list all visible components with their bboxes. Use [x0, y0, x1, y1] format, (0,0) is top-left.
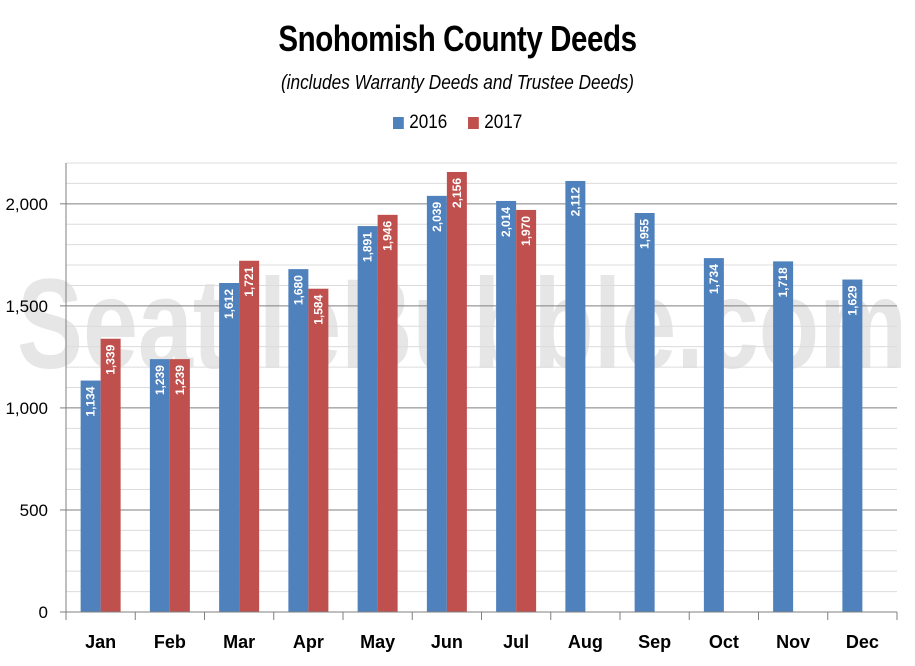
data-label-2017-jan: 1,339 — [104, 344, 118, 374]
chart-subtitle: (includes Warranty Deeds and Trustee Dee… — [280, 72, 635, 94]
bar-2016-aug — [565, 180, 586, 612]
x-tick-label: Nov — [776, 632, 810, 652]
data-label-2017-mar: 1,721 — [242, 266, 256, 296]
bar-2016-jun — [426, 195, 447, 612]
bar-2016-sep — [634, 213, 655, 613]
data-label-2016-jul: 2,014 — [499, 207, 513, 237]
bar-2017-jul — [516, 209, 537, 612]
data-label-2016-may: 1,891 — [361, 232, 375, 262]
bar-2016-apr — [288, 269, 309, 612]
data-label-2016-oct: 1,734 — [707, 264, 721, 294]
data-label-2016-nov: 1,718 — [776, 267, 790, 297]
y-tick-label: 1,000 — [5, 399, 48, 418]
x-tick-label: Mar — [223, 632, 255, 652]
bar-2016-oct — [703, 258, 724, 612]
x-tick-label: Feb — [154, 632, 186, 652]
x-tick-label: Jul — [503, 632, 529, 652]
legend-item-2016: 2016 — [393, 112, 447, 134]
x-tick-label: May — [360, 632, 395, 652]
data-label-2017-jul: 1,970 — [519, 216, 533, 246]
y-tick-label: 1,500 — [5, 297, 48, 316]
bar-2017-may — [377, 214, 398, 612]
bar-2017-apr — [308, 288, 329, 612]
data-label-2017-feb: 1,239 — [173, 365, 187, 395]
bar-2016-dec — [842, 279, 863, 612]
x-tick-label: Aug — [568, 632, 603, 652]
bar-2016-feb — [149, 359, 170, 612]
data-label-2017-may: 1,946 — [381, 221, 395, 251]
legend-label-2016: 2016 — [409, 112, 448, 133]
bar-2016-may — [357, 226, 378, 612]
y-tick-label: 2,000 — [5, 195, 48, 214]
bar-2017-feb — [169, 359, 190, 612]
legend-swatch-2016 — [393, 117, 405, 129]
data-label-2016-jan: 1,134 — [84, 386, 98, 416]
y-tick-label: 0 — [39, 603, 48, 622]
y-tick-label: 500 — [20, 501, 48, 520]
data-label-2016-sep: 1,955 — [638, 219, 652, 249]
chart-title: Snohomish County Deeds — [278, 18, 637, 59]
x-tick-label: Dec — [846, 632, 879, 652]
x-tick-label: Jun — [431, 632, 463, 652]
bar-2017-jan — [100, 338, 121, 612]
bar-2016-mar — [219, 283, 240, 612]
data-label-2016-apr: 1,680 — [291, 275, 305, 305]
bar-2017-mar — [239, 260, 260, 612]
data-label-2017-apr: 1,584 — [311, 294, 325, 324]
x-tick-label: Oct — [709, 632, 739, 652]
legend-swatch-2017 — [467, 117, 479, 129]
data-label-2016-mar: 1,612 — [222, 289, 236, 319]
data-label-2017-jun: 2,156 — [450, 178, 464, 208]
labels: 0 500 1,000 1,500 2,000 1,134 1,339 Jan 1,239 1,2… — [5, 178, 878, 652]
bar-2016-nov — [773, 261, 794, 612]
bars — [80, 171, 863, 613]
axes — [60, 163, 898, 620]
data-label-2016-aug: 2,112 — [568, 187, 582, 217]
x-tick-label: Apr — [293, 632, 324, 652]
data-label-2016-feb: 1,239 — [153, 365, 167, 395]
bar-2016-jan — [80, 380, 101, 612]
bar-2016-jul — [496, 200, 517, 612]
grid-lines — [66, 162, 897, 593]
legend-label-2017: 2017 — [483, 112, 522, 133]
data-label-2016-dec: 1,629 — [845, 285, 859, 315]
x-tick-label: Sep — [638, 632, 671, 652]
x-tick-label: Jan — [85, 632, 116, 652]
bar-2017-jun — [446, 171, 467, 613]
data-label-2016-jun: 2,039 — [430, 202, 444, 232]
legend: 2016 2017 — [0, 112, 915, 134]
legend-item-2017: 2017 — [467, 112, 522, 134]
